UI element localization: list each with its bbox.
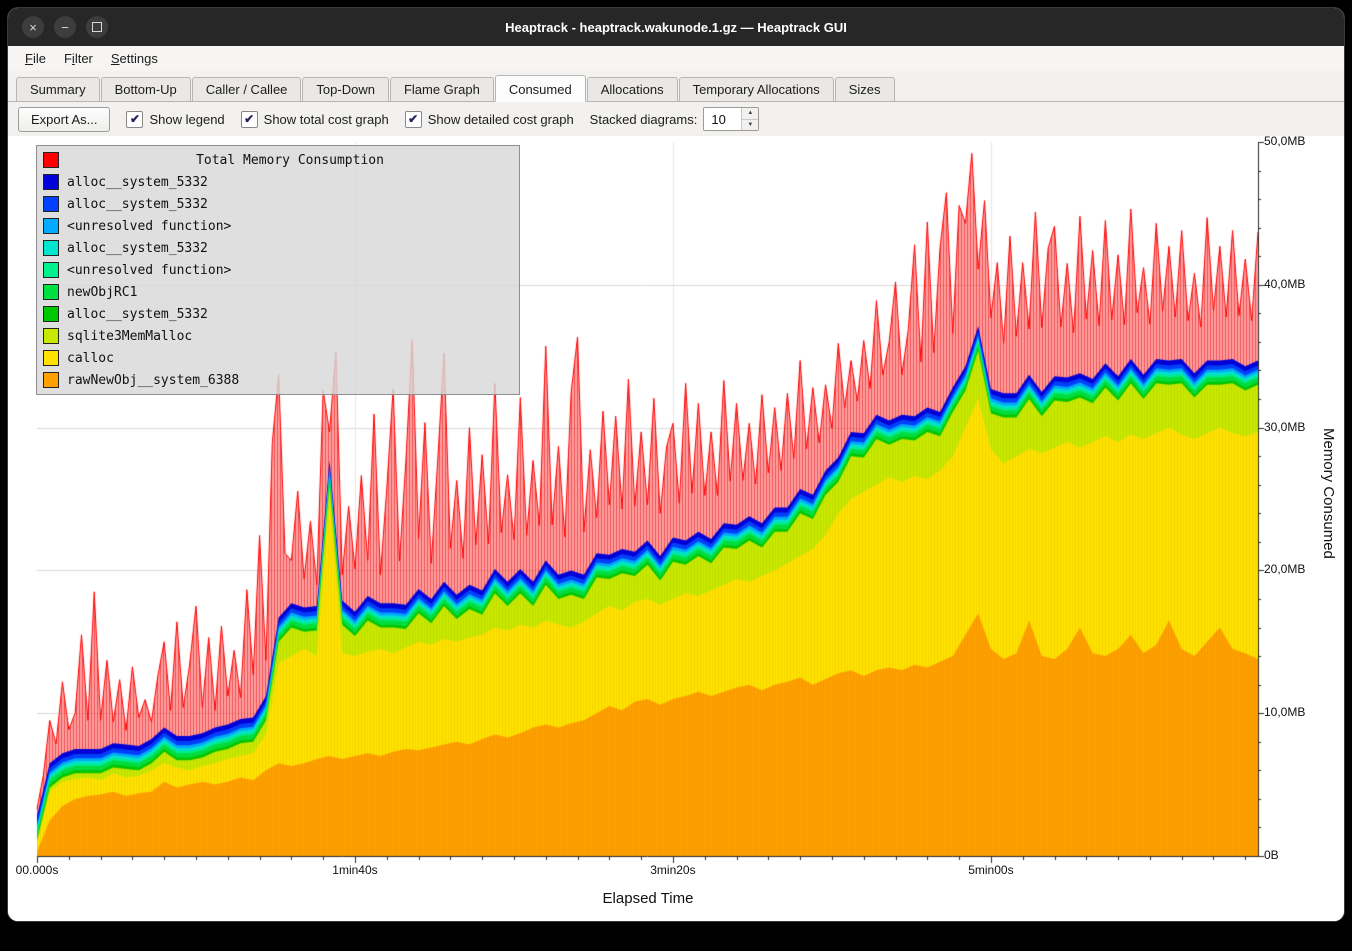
legend-title-row: Total Memory Consumption (43, 149, 513, 171)
checkbox-box: ✔ (126, 110, 144, 128)
legend-label: <unresolved function> (67, 218, 232, 234)
legend-label: alloc__system_5332 (67, 174, 208, 190)
close-icon: × (29, 19, 37, 35)
legend-swatch (43, 328, 59, 344)
legend-item: alloc__system_5332 (43, 193, 513, 215)
close-button[interactable]: × (22, 16, 44, 38)
tab-allocations[interactable]: Allocations (586, 77, 678, 102)
legend-item: newObjRC1 (43, 281, 513, 303)
y-tick-label: 50,0MB (1264, 134, 1306, 148)
checkbox-box: ✔ (240, 110, 258, 128)
chart-panel: Total Memory Consumption alloc__system_53… (8, 134, 1344, 921)
checkbox-group: ✔ Show legend ✔ Show total cost graph ✔ Show … (126, 110, 574, 128)
legend-label: Total Memory Consumption (196, 152, 384, 168)
app-window: × − Heaptrack - heaptrack.wakunode.1.gz … (8, 8, 1344, 921)
legend-item: <unresolved function> (43, 215, 513, 237)
minimize-icon: − (61, 19, 69, 35)
tab-flame-graph[interactable]: Flame Graph (389, 77, 494, 102)
check-icon: ✔ (129, 112, 141, 126)
legend-swatch (43, 262, 59, 278)
tab-temporary-allocations[interactable]: Temporary Allocations (678, 77, 834, 102)
maximize-button[interactable] (86, 16, 108, 38)
menu-item-file[interactable]: File (25, 51, 46, 66)
menu-item-settings[interactable]: Settings (110, 51, 158, 66)
legend-item: <unresolved function> (43, 259, 513, 281)
check-icon: ✔ (408, 112, 419, 126)
y-axis-title: Memory Consumed (1320, 428, 1337, 559)
legend-swatch (43, 174, 59, 190)
y-tick-label: 0B (1264, 848, 1279, 862)
legend-swatch (43, 196, 59, 212)
maximize-icon (92, 22, 102, 32)
tab-bottom-up[interactable]: Bottom-Up (100, 77, 191, 102)
legend-label: rawNewObj__system_6388 (67, 372, 240, 388)
menubar: File Filter Settings (8, 46, 1344, 71)
tab-caller-callee[interactable]: Caller / Callee (191, 77, 302, 102)
check-icon: ✔ (244, 112, 255, 126)
legend-swatch (43, 218, 59, 234)
x-axis-title: Elapsed Time (602, 890, 694, 907)
toolbar: Export As... ✔ Show legend ✔ Show total cos… (8, 102, 1344, 136)
menu-item-filter[interactable]: Filter (63, 51, 93, 66)
tab-consumed[interactable]: Consumed (494, 75, 586, 102)
y-tick-label: 10,0MB (1264, 705, 1306, 720)
legend-label: alloc__system_5332 (67, 240, 208, 256)
spin-down-button[interactable]: ▼ (742, 119, 759, 130)
tab-bar: Summary Bottom-Up Caller / Callee Top-Down F… (8, 71, 1344, 102)
legend-item: alloc__system_5332 (43, 171, 513, 193)
legend-item: alloc__system_5332 (43, 303, 513, 325)
checkbox-box: ✔ (404, 110, 422, 128)
legend-item: rawNewObj__system_6388 (43, 369, 513, 391)
x-tick-label: 1min40s (332, 863, 378, 877)
legend-label: <unresolved function> (67, 262, 232, 278)
window-controls: × − (22, 16, 108, 38)
stacked-diagrams-value: 10 (711, 111, 726, 127)
legend-label: calloc (67, 350, 114, 366)
legend-swatch (43, 350, 59, 366)
spinner-buttons: ▲ ▼ (741, 108, 759, 130)
tab-top-down[interactable]: Top-Down (302, 77, 389, 102)
y-tick-label: 30,0MB (1264, 419, 1306, 434)
legend-swatch (43, 284, 59, 300)
minimize-button[interactable]: − (54, 16, 76, 38)
export-as-button[interactable]: Export As... (18, 106, 111, 132)
legend-item: calloc (43, 347, 513, 369)
x-tick-label: 00.000s (15, 863, 59, 877)
x-tick-label: 5min00s (968, 863, 1014, 877)
chart-legend: Total Memory Consumption alloc__system_53… (36, 145, 520, 395)
legend-swatch (43, 240, 59, 256)
legend-label: newObjRC1 (67, 284, 138, 300)
spin-up-button[interactable]: ▲ (742, 108, 759, 120)
window-title: Heaptrack - heaptrack.wakunode.1.gz — He… (505, 19, 847, 35)
checkbox-label: Show detailed cost graph (427, 111, 574, 127)
legend-label: alloc__system_5332 (67, 196, 208, 212)
y-tick-label: 20,0MB (1264, 562, 1306, 577)
legend-item: alloc__system_5332 (43, 237, 513, 259)
legend-label: alloc__system_5332 (67, 306, 208, 322)
legend-swatch (43, 152, 59, 168)
x-tick-label: 3min20s (650, 863, 696, 877)
checkbox-label: Show total cost graph (263, 111, 389, 127)
checkbox-label: Show legend (149, 111, 225, 127)
legend-item: sqlite3MemMalloc (43, 325, 513, 347)
show-total-cost-graph-checkbox[interactable]: ✔ Show total cost graph (240, 110, 389, 128)
legend-label: sqlite3MemMalloc (67, 328, 193, 344)
tab-sizes[interactable]: Sizes (834, 77, 895, 102)
stacked-diagrams-spinbox[interactable]: 10 ▲ ▼ (703, 107, 760, 131)
show-detailed-cost-graph-checkbox[interactable]: ✔ Show detailed cost graph (404, 110, 574, 128)
stacked-diagrams-label: Stacked diagrams: (589, 111, 698, 127)
legend-swatch (43, 372, 59, 388)
tab-summary[interactable]: Summary (16, 77, 100, 102)
legend-swatch (43, 306, 59, 322)
show-legend-checkbox[interactable]: ✔ Show legend (126, 110, 225, 128)
stacked-diagrams-control: Stacked diagrams: 10 ▲ ▼ (590, 107, 760, 131)
y-tick-label: 40,0MB (1264, 276, 1306, 291)
titlebar: × − Heaptrack - heaptrack.wakunode.1.gz … (8, 8, 1344, 46)
